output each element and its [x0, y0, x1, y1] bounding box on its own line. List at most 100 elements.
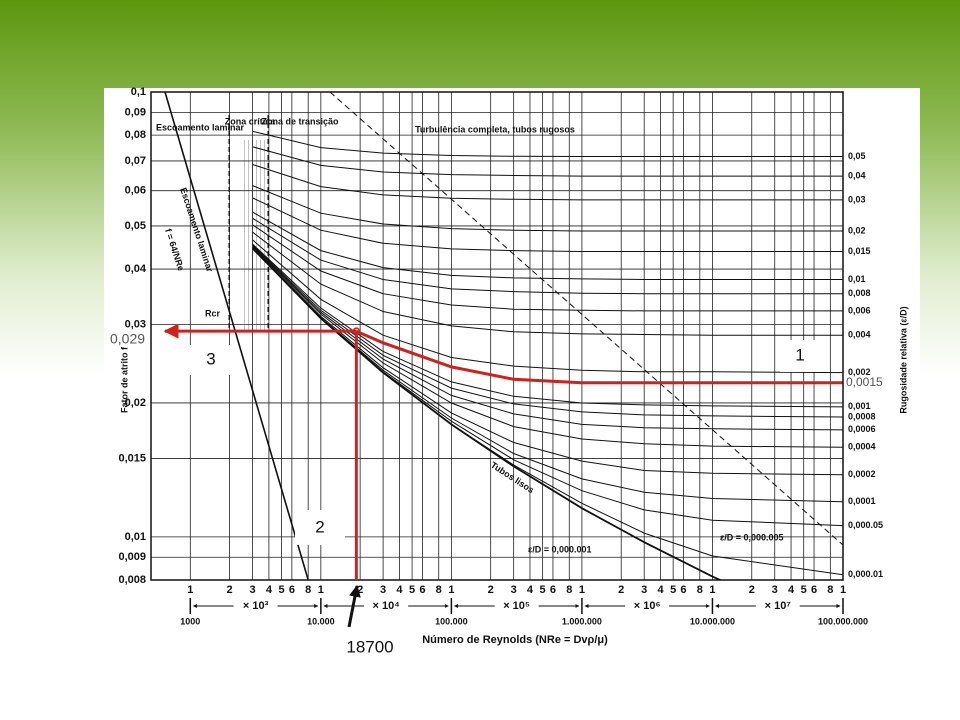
decade-label: 100.000.000	[818, 616, 868, 626]
x-tick-label: 2	[749, 584, 755, 596]
roughness-label: 0,01	[848, 274, 866, 284]
roughness-label: 0,02	[848, 225, 866, 235]
roughness-label: 0,0008	[848, 411, 876, 421]
x-tick-label: 8	[827, 584, 833, 596]
y-tick-label: 0,01	[125, 531, 146, 543]
roughness-label: 0,0004	[848, 442, 876, 452]
grid	[151, 91, 844, 581]
y-tick-label: 0,04	[125, 263, 147, 275]
decade-label: 1.000.000	[562, 616, 602, 626]
zone-label: Zona de transição	[261, 116, 339, 126]
roughness-curve	[252, 239, 843, 374]
step-box	[295, 510, 345, 545]
roughness-label: 0,0006	[848, 424, 876, 434]
roughness-label: 0,000.05	[848, 520, 883, 530]
x-axis-title: Número de Reynolds (NRe = Dvρ/μ)	[422, 634, 608, 646]
x-tick-label: 1	[448, 584, 454, 596]
x-tick-label: 2	[227, 584, 233, 596]
smooth-pipe-curve	[251, 247, 723, 580]
x-tick-label: 5	[409, 584, 415, 596]
y-tick-label: 0,1	[131, 86, 146, 98]
x-multiplier: × 10³	[243, 600, 269, 612]
zone-label: Zona crítica	[225, 116, 277, 126]
x-tick-label: 3	[641, 584, 647, 596]
roughness-label: 0,006	[848, 305, 871, 315]
laminar-curve	[164, 92, 309, 580]
annotation: ε/D = 0,000.005	[720, 532, 784, 542]
roughness-label: 0,001	[848, 401, 871, 411]
x-tick-label: 2	[488, 584, 494, 596]
step-box	[187, 345, 235, 375]
x-tick-label: 5	[670, 584, 676, 596]
x-tick-label: 8	[305, 584, 311, 596]
x-tick-label: 3	[772, 584, 778, 596]
roughness-label: 0,015	[848, 246, 871, 256]
y-tick-label: 0,03	[125, 319, 146, 331]
roughness-label: 0,008	[848, 288, 871, 298]
reading-point	[352, 327, 361, 335]
step-label: 1	[795, 345, 804, 364]
roughness-label: 0,004	[848, 330, 871, 340]
roughness-label: 0,0002	[848, 469, 876, 479]
roughness-label: 0,002	[848, 367, 871, 377]
roughness-label: 0,0001	[848, 496, 876, 506]
x-tick-label: 5	[278, 584, 284, 596]
reading-curve-label: 0,0015	[846, 375, 883, 389]
roughness-curve	[252, 185, 843, 232]
reynolds-value: 18700	[346, 637, 393, 656]
x-tick-label: 6	[550, 584, 556, 596]
x-tick-label: 1	[709, 584, 715, 596]
roughness-label: 0,000.01	[848, 569, 883, 579]
x-tick-label: 4	[788, 584, 795, 596]
x-tick-label: 4	[527, 584, 534, 596]
y-tick-label: 0,008	[118, 574, 146, 586]
x-tick-label: 1	[840, 584, 846, 596]
x-tick-label: 3	[511, 584, 517, 596]
friction-value: 0,029	[110, 331, 145, 347]
x-tick-label: 4	[266, 584, 273, 596]
curves	[164, 92, 843, 580]
roughness-curve	[252, 130, 843, 157]
decade-label: 10.000	[307, 616, 335, 626]
x-tick-label: 3	[250, 584, 256, 596]
x-tick-label: 4	[657, 584, 664, 596]
x-tick-label: 6	[289, 584, 295, 596]
zone-label: Turbulência completa, tubos rugosos	[415, 124, 575, 134]
roughness-curve	[252, 224, 843, 312]
y-axis-title: Fator de atrito f	[119, 346, 129, 413]
step-label: 2	[315, 517, 324, 536]
x-tick-label: 6	[419, 584, 425, 596]
reading-curve	[355, 329, 843, 385]
step-label: 3	[206, 349, 215, 368]
x-multiplier: × 10⁷	[765, 600, 792, 612]
decade-label: 100.000	[435, 616, 468, 626]
x-tick-label: 8	[436, 584, 442, 596]
roughness-label: 0,03	[848, 194, 866, 204]
roughness-curve	[252, 247, 843, 476]
x-multiplier: × 10⁵	[503, 600, 530, 612]
x-multiplier: × 10⁴	[373, 600, 400, 612]
roughness-curve	[252, 244, 843, 418]
y-tick-label: 0,07	[125, 155, 146, 167]
x-tick-label: 5	[540, 584, 546, 596]
y-tick-label: 0,08	[125, 129, 146, 141]
annotation: ε/D = 0,000.001	[528, 544, 592, 554]
annotation: Rcr	[205, 308, 221, 318]
roughness-curve	[252, 211, 843, 280]
y-tick-label: 0,09	[125, 106, 146, 118]
y-tick-label: 0,05	[125, 220, 146, 232]
y-tick-label: 0,015	[118, 452, 146, 464]
decade-label: 10.000.000	[690, 616, 735, 626]
roughness-curve	[252, 245, 843, 431]
decade-label: 1000	[180, 616, 200, 626]
roughness-curve	[252, 231, 843, 336]
x-tick-label: 6	[680, 584, 686, 596]
x-tick-label: 2	[357, 584, 363, 596]
x-tick-label: 4	[396, 584, 403, 596]
y2-axis-title: Rugosidade relativa (ε/D)	[898, 306, 908, 413]
x-tick-label: 5	[801, 584, 807, 596]
x-tick-label: 8	[566, 584, 572, 596]
x-tick-label: 1	[318, 584, 324, 596]
